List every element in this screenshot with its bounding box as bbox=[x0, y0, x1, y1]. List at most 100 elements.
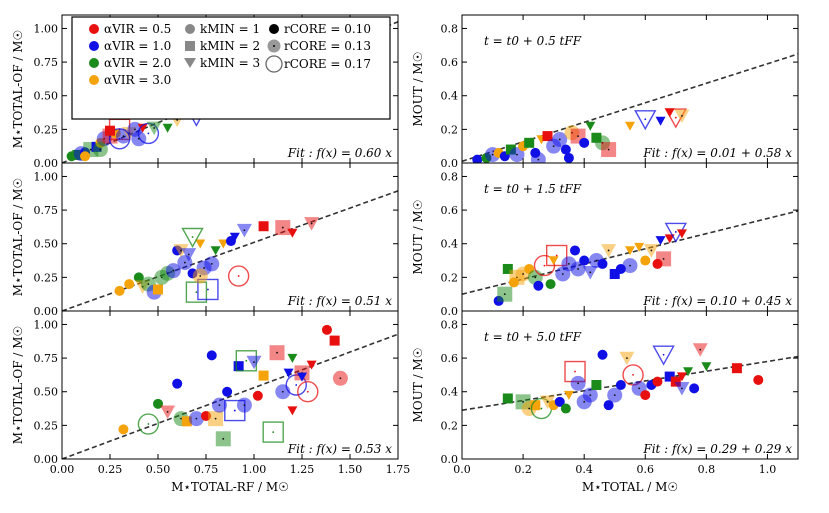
points bbox=[493, 222, 688, 306]
y-tick-label: 0.8 bbox=[441, 22, 459, 35]
point-center-dot bbox=[276, 351, 278, 354]
point-green bbox=[701, 362, 712, 372]
legend-marker-rcore010 bbox=[269, 24, 279, 34]
point-green bbox=[162, 123, 173, 133]
point-orange bbox=[548, 256, 559, 266]
time-label: t = t0 + 1.5 tFF bbox=[484, 182, 582, 196]
point-center-dot bbox=[306, 390, 309, 393]
point-center-dot bbox=[191, 236, 194, 238]
y-tick-label: 0.2 bbox=[441, 123, 459, 136]
y-axis-label: M⋆TOTAL-OF / M☉ bbox=[11, 326, 25, 445]
point-center-dot bbox=[644, 118, 647, 121]
y-tick-label: 0.0 bbox=[441, 305, 459, 318]
panel-left-bot: 0.00 0.25 0.50 0.75 1.00 0.00 0.25 0.50 0.75 1.00… bbox=[11, 310, 410, 494]
point-blue bbox=[664, 371, 675, 382]
axes-frame bbox=[61, 310, 399, 460]
legend-label-vir2_0: αVIR = 2.0 bbox=[104, 56, 171, 70]
y-tick-label: 0.25 bbox=[34, 123, 59, 136]
point-center-dot bbox=[638, 387, 641, 390]
point-red bbox=[297, 381, 319, 403]
point-blue bbox=[297, 372, 307, 382]
point-blue bbox=[108, 128, 131, 150]
fit-line-group bbox=[62, 190, 398, 311]
point-green bbox=[683, 367, 694, 377]
point-center-dot bbox=[528, 407, 531, 410]
point-orange bbox=[80, 151, 91, 162]
legend-label-vir1_0: αVIR = 1.0 bbox=[104, 39, 171, 53]
point-blue bbox=[197, 278, 219, 301]
point-blue bbox=[597, 349, 608, 360]
point-center-dot bbox=[172, 269, 175, 272]
legend-label-kmin3: kMIN = 3 bbox=[200, 56, 260, 70]
point-center-dot bbox=[281, 390, 284, 393]
legend-marker-vir2_0 bbox=[89, 58, 99, 68]
point-blue bbox=[563, 152, 574, 163]
point-center-dot bbox=[607, 148, 610, 151]
point-orange bbox=[258, 370, 269, 381]
legend-marker-rcore017 bbox=[265, 55, 283, 73]
point-center-dot bbox=[589, 394, 592, 396]
legend-marker-kmin2 bbox=[185, 41, 195, 51]
point-orange bbox=[634, 242, 645, 252]
point-center-dot bbox=[613, 394, 616, 396]
point-center-dot bbox=[503, 293, 506, 296]
point-green bbox=[545, 279, 556, 290]
point-center-dot bbox=[195, 417, 198, 420]
point-blue bbox=[172, 378, 183, 389]
point-orange bbox=[118, 424, 129, 435]
y-tick-label: 0.2 bbox=[441, 419, 459, 432]
point-blue bbox=[229, 232, 240, 242]
y-tick-label: 0.2 bbox=[441, 271, 459, 284]
point-red bbox=[731, 363, 742, 374]
point-center-dot bbox=[650, 249, 653, 252]
y-tick-label: 0.6 bbox=[441, 56, 459, 69]
y-tick-label: 0.00 bbox=[34, 453, 59, 466]
x-tick-label: 0.2 bbox=[514, 463, 532, 476]
x-axis-label: M⋆TOTAL / M☉ bbox=[582, 480, 678, 494]
point-red bbox=[287, 406, 298, 416]
point-blue bbox=[472, 154, 483, 163]
point-center-dot bbox=[491, 153, 494, 156]
point-center-dot bbox=[310, 222, 313, 225]
point-blue bbox=[615, 380, 626, 390]
point-red bbox=[664, 234, 675, 244]
point-red bbox=[676, 372, 687, 382]
point-center-dot bbox=[187, 253, 190, 256]
y-tick-label: 0.75 bbox=[34, 352, 59, 365]
point-center-dot bbox=[568, 263, 570, 265]
point-blue bbox=[652, 345, 675, 366]
point-center-dot bbox=[681, 387, 683, 390]
point-green bbox=[153, 398, 163, 409]
x-tick-label: 0.25 bbox=[98, 463, 123, 476]
x-tick-label: 0.75 bbox=[194, 463, 219, 476]
point-red bbox=[137, 123, 148, 133]
y-tick-label: 0.75 bbox=[34, 204, 59, 217]
x-axis-label: M⋆TOTAL-RF / M☉ bbox=[171, 480, 289, 494]
points bbox=[114, 217, 320, 303]
point-center-dot bbox=[183, 261, 186, 264]
point-center-dot bbox=[540, 407, 543, 410]
legend-label-vir0_5: αVIR = 0.5 bbox=[104, 22, 171, 36]
point-green bbox=[262, 421, 284, 443]
fit-line-group bbox=[62, 333, 398, 459]
legend-label-rcore010: rCORE = 0.10 bbox=[284, 22, 371, 36]
point-green bbox=[502, 263, 513, 274]
point-orange bbox=[153, 284, 163, 295]
point-blue bbox=[634, 110, 657, 131]
x-tick-label: 0.50 bbox=[146, 463, 171, 476]
point-blue bbox=[603, 400, 614, 411]
y-tick-label: 0.00 bbox=[34, 305, 59, 318]
point-center-dot bbox=[595, 259, 598, 262]
y-axis-label: MOUT / M☉ bbox=[411, 200, 425, 275]
point-center-dot bbox=[272, 431, 275, 433]
point-blue bbox=[233, 361, 244, 372]
point-center-dot bbox=[589, 271, 592, 274]
x-tick-label: 1.00 bbox=[242, 463, 267, 476]
point-blue bbox=[579, 137, 590, 148]
point-orange bbox=[530, 400, 541, 411]
points bbox=[118, 324, 348, 447]
point-center-dot bbox=[203, 267, 205, 269]
axes-frame bbox=[461, 310, 799, 460]
point-green bbox=[137, 413, 160, 435]
